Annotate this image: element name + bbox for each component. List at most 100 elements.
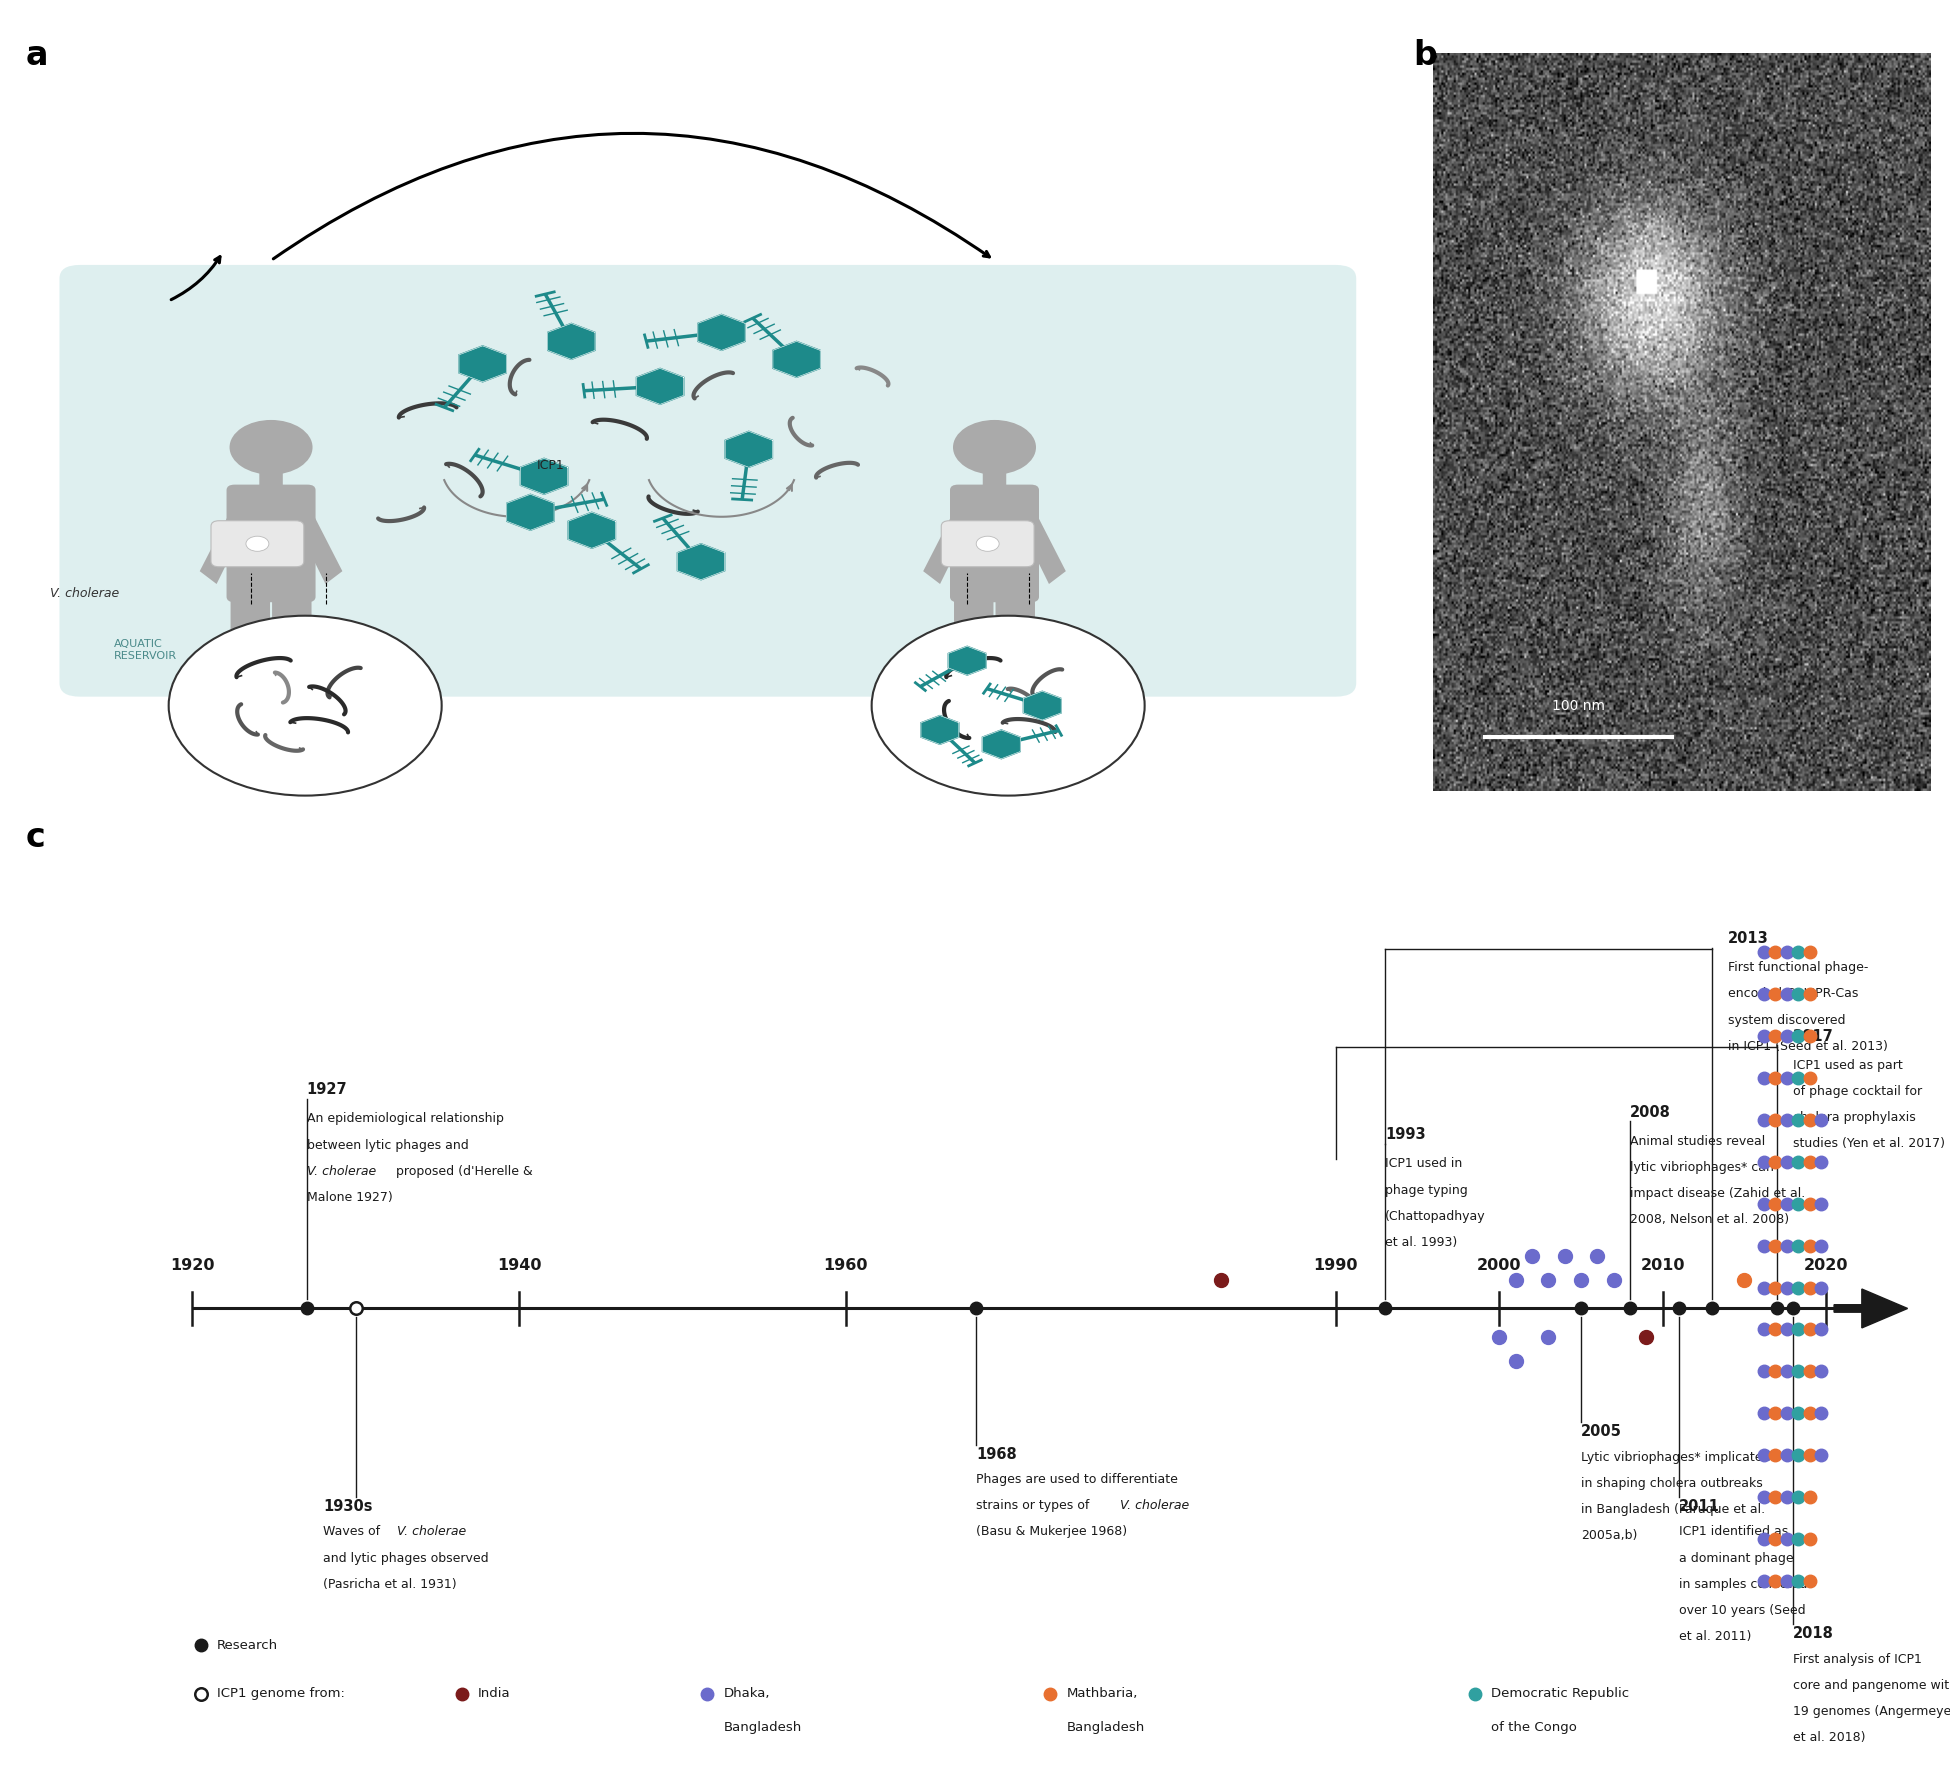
Text: and lytic phages observed: and lytic phages observed	[324, 1552, 489, 1565]
Text: a: a	[25, 39, 49, 73]
Text: (Pasricha et al. 1931): (Pasricha et al. 1931)	[324, 1577, 456, 1591]
Text: Research: Research	[216, 1639, 279, 1652]
Polygon shape	[548, 324, 595, 359]
Text: cholera prophylaxis: cholera prophylaxis	[1794, 1111, 1917, 1124]
Text: et al. 2011): et al. 2011)	[1679, 1630, 1751, 1643]
Text: Animal studies reveal: Animal studies reveal	[1630, 1134, 1765, 1149]
Text: a dominant phage: a dominant phage	[1679, 1552, 1794, 1565]
Text: 2010: 2010	[1640, 1257, 1685, 1273]
FancyBboxPatch shape	[983, 450, 1006, 487]
Text: in Bangladesh (Faruque et al.: in Bangladesh (Faruque et al.	[1581, 1502, 1765, 1517]
Polygon shape	[948, 645, 987, 676]
FancyBboxPatch shape	[942, 521, 1034, 567]
Text: core and pangenome with: core and pangenome with	[1794, 1678, 1950, 1693]
Text: b: b	[1414, 39, 1437, 73]
FancyBboxPatch shape	[226, 485, 316, 603]
Text: c: c	[25, 821, 45, 855]
FancyBboxPatch shape	[259, 450, 283, 487]
Text: 19 genomes (Angermeyer: 19 genomes (Angermeyer	[1794, 1705, 1950, 1718]
Polygon shape	[458, 347, 507, 382]
Text: V. cholerae: V. cholerae	[306, 1165, 376, 1177]
Text: 2017: 2017	[1794, 1029, 1835, 1044]
Text: 2005: 2005	[1581, 1424, 1622, 1440]
Text: First analysis of ICP1: First analysis of ICP1	[1794, 1654, 1923, 1666]
Text: system discovered: system discovered	[1728, 1013, 1845, 1026]
Text: (Chattopadhyay: (Chattopadhyay	[1384, 1209, 1486, 1223]
Text: ICP1 used in: ICP1 used in	[1384, 1157, 1462, 1170]
Text: 100 nm: 100 nm	[1552, 699, 1605, 713]
Text: Dhaka,: Dhaka,	[723, 1687, 770, 1700]
FancyBboxPatch shape	[230, 589, 269, 720]
Text: V. cholerae: V. cholerae	[396, 1526, 466, 1538]
Text: phage typing: phage typing	[1384, 1184, 1468, 1197]
Text: 2008, Nelson et al. 2008): 2008, Nelson et al. 2008)	[1630, 1213, 1788, 1227]
Text: encoded CRISPR-Cas: encoded CRISPR-Cas	[1728, 987, 1858, 1001]
Text: between lytic phages and: between lytic phages and	[306, 1138, 468, 1152]
Text: Democratic Republic: Democratic Republic	[1492, 1687, 1628, 1700]
Circle shape	[246, 537, 269, 551]
FancyBboxPatch shape	[211, 521, 304, 567]
Text: lytic vibriophages* can: lytic vibriophages* can	[1630, 1161, 1775, 1173]
FancyBboxPatch shape	[273, 589, 312, 720]
Polygon shape	[698, 315, 745, 350]
FancyBboxPatch shape	[58, 265, 1357, 697]
Polygon shape	[920, 715, 959, 745]
Text: (Basu & Mukerjee 1968): (Basu & Mukerjee 1968)	[977, 1526, 1127, 1538]
Polygon shape	[636, 368, 684, 404]
Text: 1927: 1927	[306, 1083, 347, 1097]
Polygon shape	[983, 731, 1020, 759]
FancyBboxPatch shape	[950, 485, 1039, 603]
Polygon shape	[507, 494, 554, 530]
Text: in ICP1 (Seed et al. 2013): in ICP1 (Seed et al. 2013)	[1728, 1040, 1888, 1053]
Text: of phage cocktail for: of phage cocktail for	[1794, 1085, 1923, 1097]
Circle shape	[230, 420, 312, 475]
Circle shape	[977, 537, 998, 551]
Text: 2018: 2018	[1794, 1627, 1835, 1641]
Text: 2011: 2011	[1679, 1499, 1720, 1515]
Text: Bangladesh: Bangladesh	[1067, 1721, 1145, 1734]
Text: 2020: 2020	[1804, 1257, 1849, 1273]
Text: India: India	[478, 1687, 511, 1700]
Text: et al. 1993): et al. 1993)	[1384, 1236, 1457, 1248]
Text: impact disease (Zahid et al.: impact disease (Zahid et al.	[1630, 1188, 1806, 1200]
Polygon shape	[725, 432, 772, 468]
Text: over 10 years (Seed: over 10 years (Seed	[1679, 1604, 1806, 1616]
Text: 2000: 2000	[1476, 1257, 1521, 1273]
Text: V. cholerae: V. cholerae	[1119, 1499, 1190, 1513]
Text: AQUATIC
RESERVOIR: AQUATIC RESERVOIR	[113, 638, 177, 661]
Text: strains or types of: strains or types of	[977, 1499, 1094, 1513]
Text: 1968: 1968	[977, 1447, 1018, 1462]
Text: Bangladesh: Bangladesh	[723, 1721, 801, 1734]
Text: ICP1 identified as: ICP1 identified as	[1679, 1526, 1788, 1538]
FancyBboxPatch shape	[996, 589, 1035, 720]
Text: First functional phage-: First functional phage-	[1728, 962, 1868, 974]
Text: in shaping cholera outbreaks: in shaping cholera outbreaks	[1581, 1478, 1763, 1490]
Text: 1990: 1990	[1314, 1257, 1357, 1273]
Text: studies (Yen et al. 2017): studies (Yen et al. 2017)	[1794, 1138, 1946, 1150]
Text: ICP1 used as part: ICP1 used as part	[1794, 1058, 1903, 1072]
Text: 1930s: 1930s	[324, 1499, 372, 1515]
Text: of the Congo: of the Congo	[1492, 1721, 1578, 1734]
Text: 1993: 1993	[1384, 1127, 1425, 1141]
Polygon shape	[199, 503, 250, 583]
Text: V. cholerae: V. cholerae	[51, 587, 119, 599]
Polygon shape	[1016, 503, 1067, 583]
Polygon shape	[922, 503, 973, 583]
Text: ICP1 genome from:: ICP1 genome from:	[216, 1687, 345, 1700]
FancyBboxPatch shape	[954, 589, 993, 720]
Text: ICP1: ICP1	[536, 459, 565, 471]
Polygon shape	[772, 341, 821, 377]
Text: 2013: 2013	[1728, 932, 1769, 946]
Text: 1940: 1940	[497, 1257, 542, 1273]
Text: et al. 2018): et al. 2018)	[1794, 1732, 1866, 1744]
Text: Malone 1927): Malone 1927)	[306, 1191, 392, 1204]
FancyArrow shape	[1835, 1289, 1907, 1328]
Polygon shape	[677, 544, 725, 580]
Text: An epidemiological relationship: An epidemiological relationship	[306, 1113, 503, 1125]
Polygon shape	[521, 459, 567, 494]
Text: Lytic vibriophages* implicated: Lytic vibriophages* implicated	[1581, 1451, 1771, 1463]
Circle shape	[170, 615, 441, 795]
Circle shape	[872, 615, 1145, 795]
Text: proposed (d'Herelle &: proposed (d'Herelle &	[392, 1165, 532, 1177]
Polygon shape	[292, 503, 343, 583]
